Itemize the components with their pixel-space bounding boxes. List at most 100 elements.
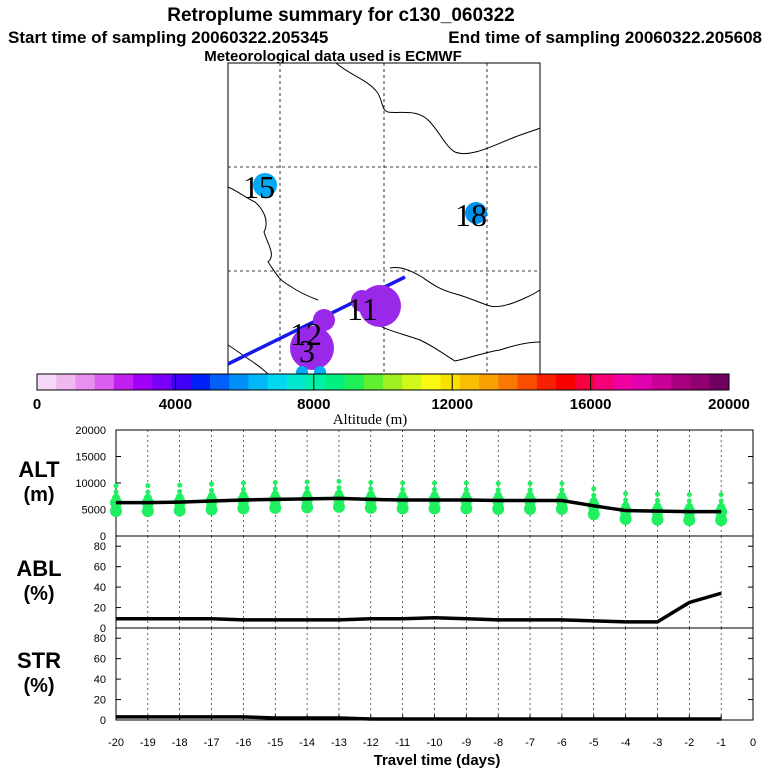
plume-label-3: 3 — [299, 333, 315, 369]
altitude-scatter-point — [334, 489, 343, 498]
colorbar-cell — [94, 374, 115, 390]
altitude-scatter-point — [717, 502, 726, 511]
altitude-scatter-point — [209, 481, 215, 487]
xtick-label: -2 — [684, 737, 694, 749]
series-point — [274, 498, 276, 500]
series-point — [274, 619, 276, 621]
colorbar-cell — [152, 374, 173, 390]
colorbar-cell — [421, 374, 442, 390]
ytick-label: 20000 — [75, 425, 106, 437]
altitude-scatter-point — [271, 490, 280, 499]
altitude-scatter-point — [207, 492, 216, 501]
panel-abl: 0 20 40 60 80 ABL(%) — [16, 535, 754, 635]
colorbar-cell — [402, 374, 422, 390]
colorbar-cell — [575, 374, 595, 390]
altitude-scatter-point — [303, 490, 312, 499]
altitude-scatter-point — [177, 488, 183, 494]
panel-ylabel-top: ABL — [16, 556, 61, 581]
ytick-label: 40 — [94, 582, 106, 594]
altitude-scatter-point — [495, 481, 501, 487]
xtick-label: -6 — [557, 737, 567, 749]
ytick-label: 60 — [94, 654, 106, 666]
series-point — [529, 499, 531, 501]
colorbar-cell — [75, 374, 96, 390]
plume-marker-18 — [465, 202, 487, 224]
series-point — [115, 618, 117, 620]
colorbar-cell — [325, 374, 346, 390]
end-time: End time of sampling 20060322.205608 — [448, 28, 762, 47]
xtick-label: -5 — [589, 737, 599, 749]
series-point — [656, 510, 658, 512]
colorbar-cell — [190, 374, 211, 390]
series-point — [465, 499, 467, 501]
plume-marker-3 — [290, 326, 334, 370]
panel-ylabel-top: STR — [17, 648, 61, 673]
series-point — [688, 511, 690, 513]
colorbar-cell — [286, 374, 307, 390]
colorbar-cell — [479, 374, 499, 390]
series-line — [116, 715, 722, 721]
colorbar-cell — [248, 374, 269, 390]
panel-str: 0 20 40 60 80 STR(%) — [17, 627, 754, 727]
series-point — [593, 505, 595, 507]
series-point — [529, 619, 531, 621]
altitude-colorbar: 0 4000 8000 12000 16000 20000 Altitude (m) — [33, 373, 750, 428]
ytick-label: 40 — [94, 674, 106, 686]
colorbar-tick-label: 16000 — [570, 396, 612, 413]
altitude-scatter-point — [526, 491, 535, 500]
panel-ylabel-bottom: (m) — [23, 484, 54, 506]
series-point — [211, 500, 213, 502]
series-point — [625, 510, 627, 512]
ytick-label: 80 — [94, 541, 106, 553]
ytick-label: 20 — [94, 695, 106, 707]
colorbar-label: Altitude (m) — [333, 412, 408, 428]
plume-label-11: 11 — [347, 291, 378, 327]
xtick-label: -15 — [267, 737, 283, 749]
series-point — [115, 502, 117, 504]
xtick-label: -20 — [108, 737, 124, 749]
map-panel: 15 18 11 12 3 — [227, 62, 541, 378]
series-point — [179, 618, 181, 620]
altitude-scatter-point — [559, 481, 565, 487]
travel-time-axis: Travel time (days) -20 -19 -18 -17 -16 -15 -14… — [108, 715, 756, 768]
xtick-label: -4 — [621, 737, 631, 749]
ytick-label: 80 — [94, 633, 106, 645]
altitude-scatter-point — [527, 481, 533, 487]
colorbar-cell — [306, 374, 326, 390]
met-data: Meteorological data used is ECMWF — [204, 48, 462, 65]
altitude-scatter-point — [432, 480, 437, 486]
altitude-scatter-point — [304, 485, 310, 491]
series-point — [720, 592, 722, 594]
series-point — [402, 499, 404, 501]
series-point — [306, 498, 308, 500]
xtick-label: -9 — [461, 737, 471, 749]
altitude-scatter-point — [400, 486, 406, 492]
xtick-label: -18 — [172, 737, 188, 749]
colorbar-cell — [556, 374, 576, 390]
altitude-scatter-point — [336, 485, 342, 491]
ytick-label: 5000 — [82, 505, 106, 517]
ytick-label: 0 — [100, 531, 106, 543]
series-point — [497, 499, 499, 501]
colorbar-cell — [363, 374, 384, 390]
altitude-scatter-point — [239, 491, 248, 500]
xtick-label: -12 — [363, 737, 379, 749]
series-point — [211, 618, 213, 620]
panel-alt: 0 5000 10000 15000 20000 ALT(m) — [18, 425, 754, 543]
xtick-label: -8 — [493, 737, 503, 749]
ytick-label: 0 — [100, 715, 106, 727]
xtick-label: -19 — [140, 737, 156, 749]
colorbar-cell — [267, 374, 288, 390]
altitude-scatter-point — [495, 487, 501, 493]
xtick-label: -1 — [716, 737, 726, 749]
xtick-label: -7 — [525, 737, 535, 749]
altitude-scatter-point — [623, 497, 629, 503]
plume-marker-11b — [351, 290, 373, 312]
altitude-scatter-point — [113, 489, 119, 495]
colorbar-tick-label: 4000 — [159, 396, 192, 413]
altitude-scatter-point — [368, 479, 374, 485]
altitude-scatter-point — [591, 486, 597, 492]
series-point — [720, 511, 722, 513]
colorbar-tick-label: 8000 — [297, 396, 330, 413]
colorbar-cell — [613, 374, 634, 390]
